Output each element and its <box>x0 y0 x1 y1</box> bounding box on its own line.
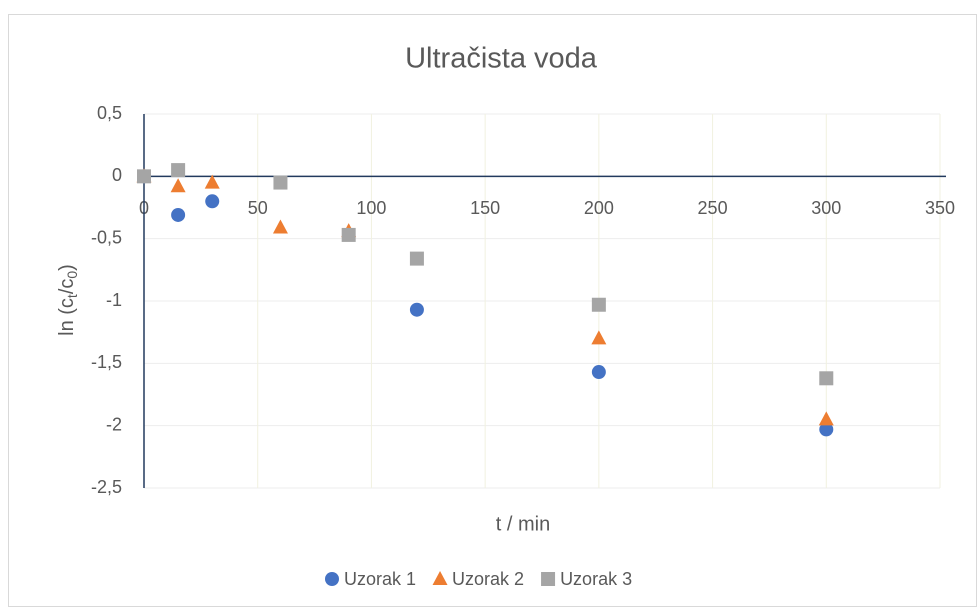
point <box>409 251 424 266</box>
point <box>591 297 606 312</box>
point <box>272 219 288 234</box>
point <box>819 371 834 386</box>
y-label-part: /c <box>56 279 78 295</box>
chart-title: Ultračista voda <box>405 43 598 75</box>
y-tick-label: -2 <box>106 414 122 434</box>
legend-label: Uzorak 2 <box>452 569 524 589</box>
point <box>204 174 220 189</box>
point <box>591 330 607 345</box>
point <box>273 175 288 190</box>
legend-marker <box>325 572 339 586</box>
legend-marker <box>432 571 448 585</box>
y-label-sub: t <box>64 294 80 298</box>
x-tick-label: 100 <box>356 198 386 218</box>
y-tick-label: 0 <box>112 165 122 185</box>
x-tick-label: 350 <box>925 198 955 218</box>
y-tick-label: -1,5 <box>91 352 122 372</box>
y-tick-label: 0,5 <box>97 103 122 123</box>
x-tick-label: 150 <box>470 198 500 218</box>
x-tick-label: 250 <box>698 198 728 218</box>
point <box>171 163 186 178</box>
x-tick-label: 200 <box>584 198 614 218</box>
point <box>818 411 834 426</box>
x-axis-label: t / min <box>496 513 550 535</box>
point <box>170 178 186 193</box>
y-label-sub: 0 <box>64 271 80 279</box>
point <box>341 227 356 242</box>
chart-border <box>8 14 977 607</box>
legend-label: Uzorak 3 <box>560 569 632 589</box>
y-tick-label: -0,5 <box>91 227 122 247</box>
y-label-part: ln (c <box>56 298 78 336</box>
x-tick-label: 50 <box>248 198 268 218</box>
y-axis-label: ln (ct/c0) <box>56 264 79 336</box>
y-tick-label: -2,5 <box>91 477 122 497</box>
legend-marker <box>541 572 556 586</box>
y-tick-label: -1 <box>106 290 122 310</box>
point <box>171 207 186 222</box>
y-label-part: ) <box>56 264 78 271</box>
point <box>409 302 424 317</box>
point <box>591 365 606 380</box>
legend-label: Uzorak 1 <box>344 569 416 589</box>
x-tick-label: 300 <box>811 198 841 218</box>
point <box>819 422 834 437</box>
point <box>205 194 220 209</box>
point <box>137 169 151 184</box>
